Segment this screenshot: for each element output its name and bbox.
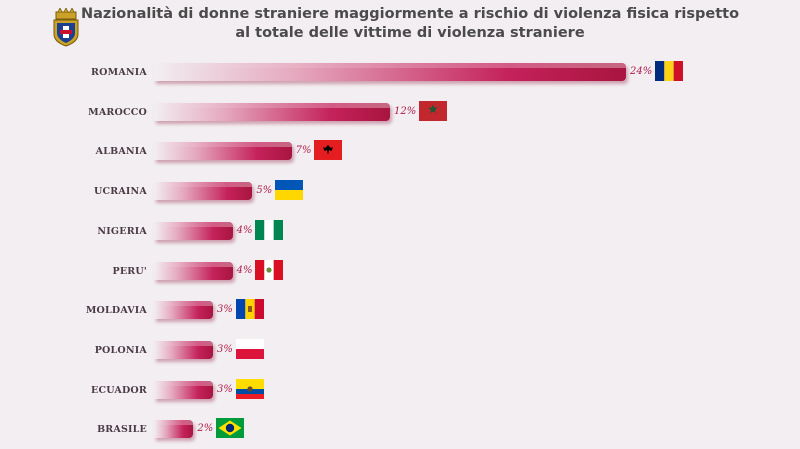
poland-flag-icon [234,338,265,360]
bar [154,182,253,201]
bar [154,420,194,439]
bar [154,340,213,359]
polizia-crest-icon [53,8,79,47]
bar-row: ALBANIA 7% [0,139,800,166]
bar [154,380,213,399]
category-label: ECUADOR [91,384,147,396]
category-label: PERU' [112,265,147,277]
value-label: 3% [217,304,233,316]
romania-flag-icon [654,60,684,82]
bar [154,221,233,240]
value-label: 4% [236,224,253,236]
value-label: 7% [295,145,312,157]
bar [154,142,292,161]
brazil-flag-icon [215,417,245,440]
ecuador-flag-icon [234,377,265,400]
category-label: POLONIA [94,344,147,356]
bar-row: ECUADOR 3% [0,377,800,405]
value-label: 3% [217,343,233,355]
value-label: 3% [217,383,233,395]
morocco-flag-icon [418,99,448,122]
value-label: 12% [394,105,417,117]
moldova-flag-icon [234,298,265,320]
category-label: MAROCCO [88,106,147,118]
nigeria-flag-icon [254,218,285,241]
bar-row: BRASILE 2% [0,417,800,444]
value-label: 24% [630,66,653,77]
value-label: 5% [256,185,273,197]
bar-row: MAROCCO 12% [0,99,800,127]
bar-row: MOLDAVIA 3% [0,298,800,325]
ukraine-flag-icon [274,179,304,201]
bar [154,301,213,320]
bar-row: NIGERIA 4% [0,218,800,246]
bar [154,261,233,280]
chart-title-line-1: Nazionalità di donne straniere maggiorme… [80,6,740,22]
category-label: UCRAINA [93,186,147,198]
bar-row: ROMANIA 24% [0,60,800,87]
albania-flag-icon [313,139,344,162]
bar [154,102,390,121]
category-label: MOLDAVIA [85,305,147,317]
bar-row: UCRAINA 5% [0,179,800,206]
chart-title-line-2: al totale delle vittime di violenza stra… [235,25,585,41]
category-label: ALBANIA [95,146,147,158]
category-label: BRASILE [97,424,147,436]
category-label: ROMANIA [91,67,147,78]
bar [154,63,626,81]
bar-row: POLONIA 3% [0,338,800,365]
bar-row: PERU' 4% [0,258,800,286]
peru-flag-icon [254,258,285,281]
category-label: NIGERIA [97,225,147,237]
value-label: 2% [197,423,214,435]
value-label: 4% [236,264,253,276]
